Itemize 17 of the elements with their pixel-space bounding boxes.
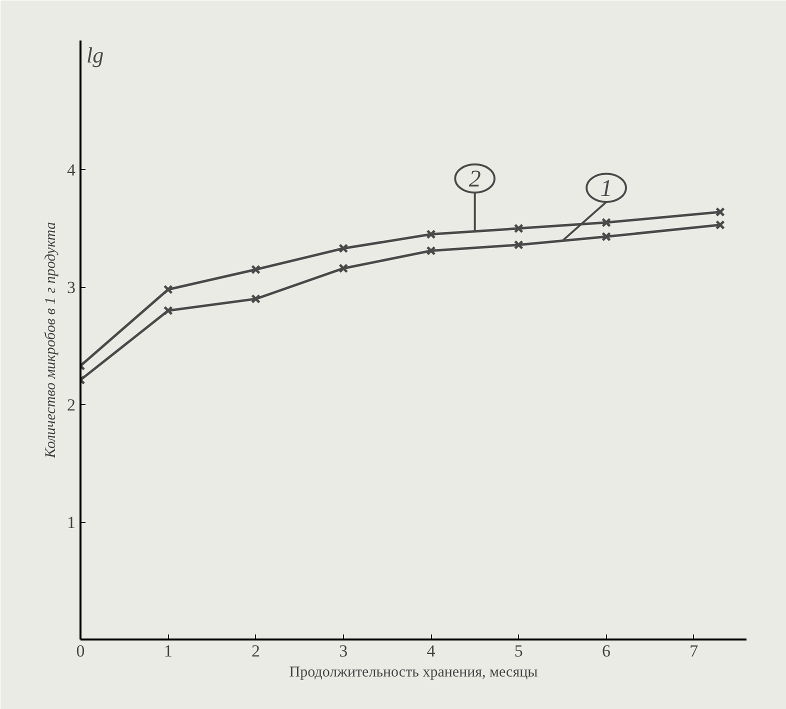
y-tick-label: 2 xyxy=(67,396,76,415)
y-axis-title: Количество микробов в 1 г продукта xyxy=(43,222,59,460)
x-tick-label: 3 xyxy=(339,642,348,660)
y-tick-label: 4 xyxy=(67,160,76,180)
x-tick-label: 0 xyxy=(76,642,85,660)
x-tick-label: 2 xyxy=(252,642,260,660)
series-label: 2 xyxy=(468,166,481,193)
series-label: 1 xyxy=(600,176,612,202)
y-tick-label: 1 xyxy=(67,513,76,532)
x-tick-label: 4 xyxy=(426,642,436,660)
x-tick-label: 6 xyxy=(602,642,611,660)
x-tick-label: 1 xyxy=(164,642,172,660)
x-tick-label: 7 xyxy=(690,642,699,660)
x-tick-label: 5 xyxy=(514,642,523,660)
x-axis-title: Продолжительность хранения, месяцы xyxy=(289,664,538,680)
y-tick-label: 3 xyxy=(67,278,76,298)
annotation: lg xyxy=(86,42,104,68)
